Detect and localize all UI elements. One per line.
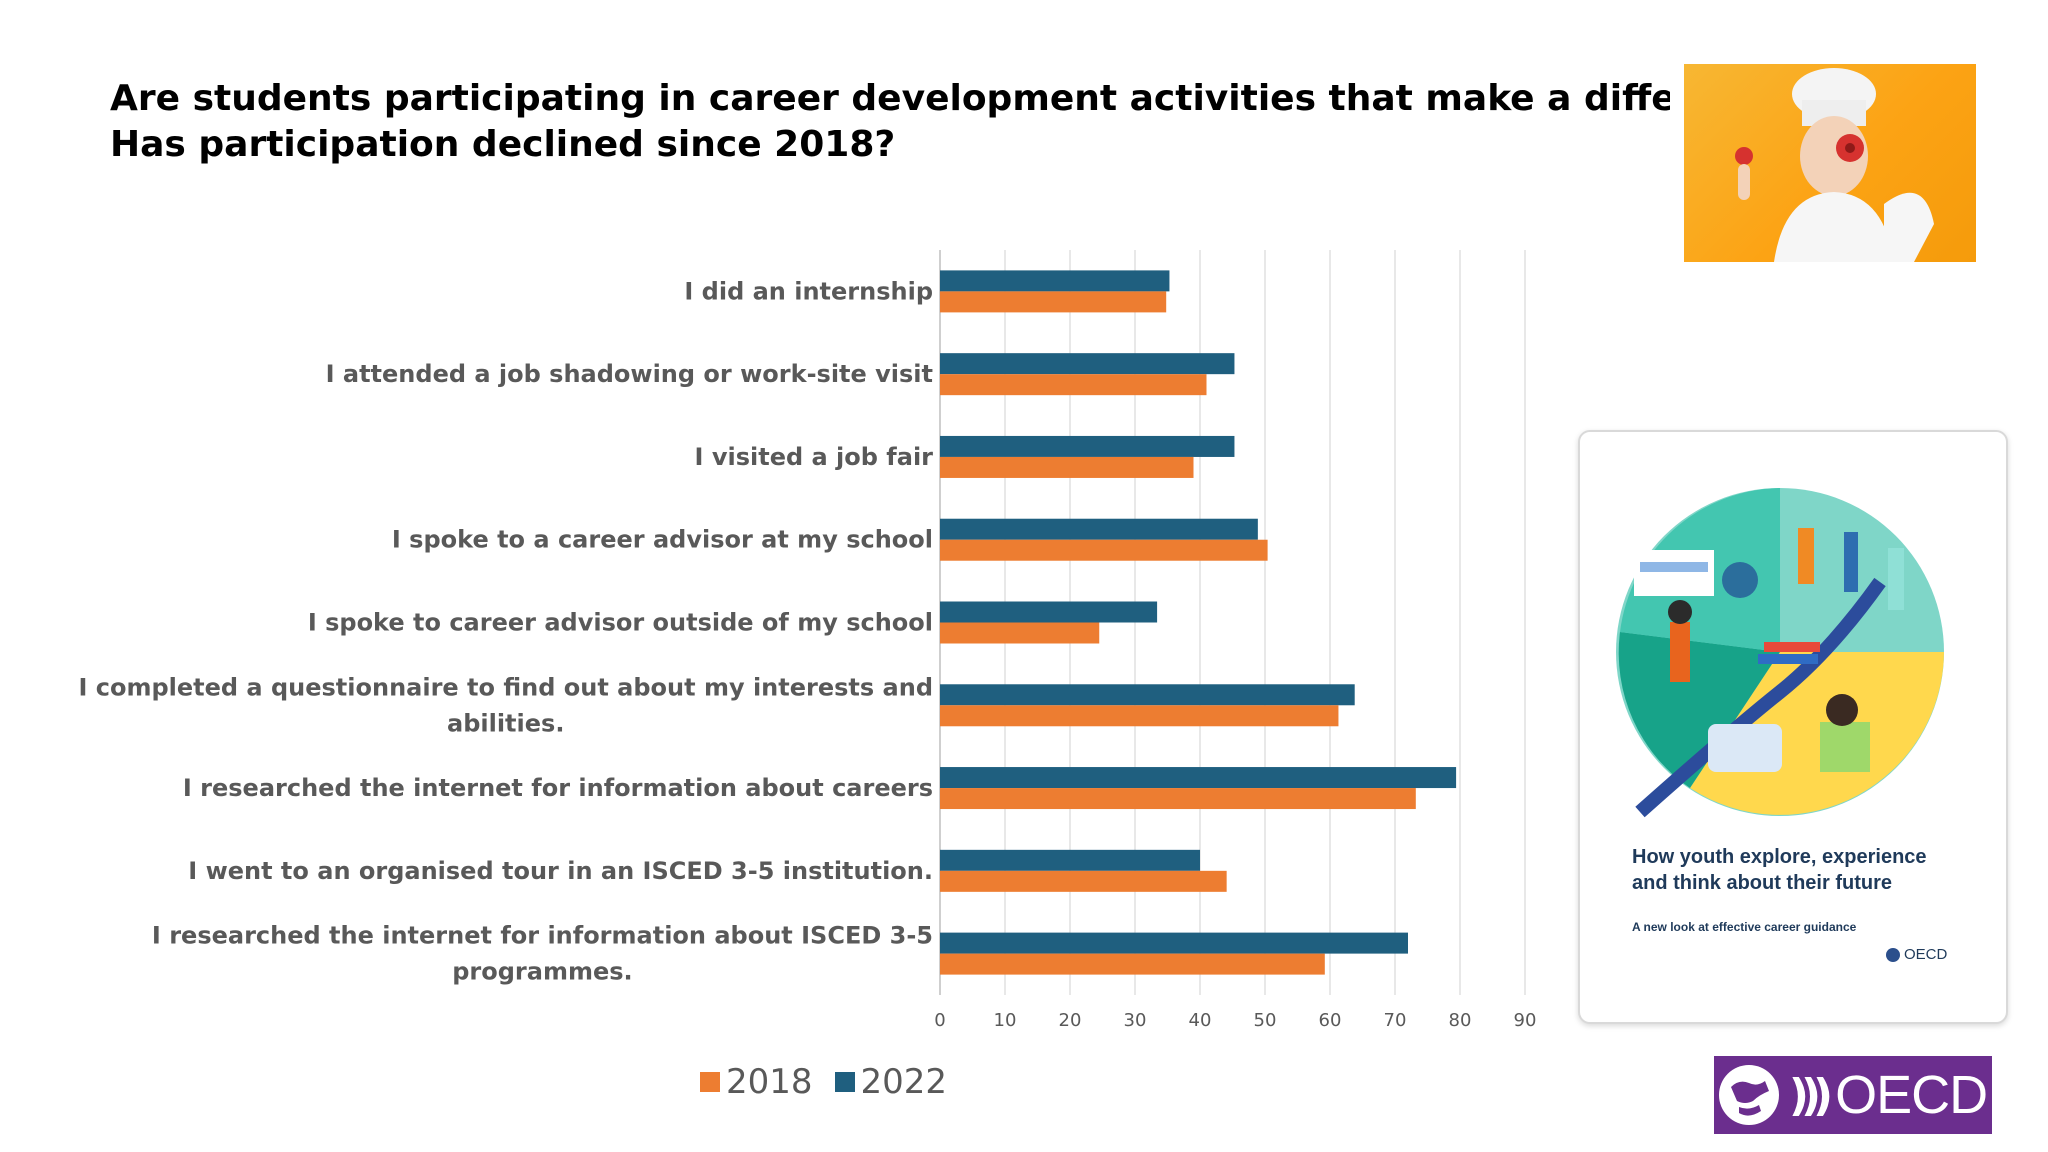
x-tick-label-10: 10: [994, 1010, 1017, 1031]
category-label-8-line-2: programmes.: [452, 958, 632, 986]
title-line-2: Has participation declined since 2018?: [110, 124, 896, 165]
title-line-1: Are students participating in career dev…: [110, 78, 1670, 119]
x-tick-label-60: 60: [1319, 1010, 1342, 1031]
bar-2022-7: [940, 849, 1200, 871]
legend-swatch-2022: [834, 1072, 855, 1092]
bar-2018-7: [940, 870, 1227, 892]
legend-label-2018: 2018: [726, 1062, 813, 1102]
category-label-3: I spoke to a career advisor at my school: [392, 526, 933, 554]
bar-2018-1: [940, 374, 1207, 396]
category-label-5-line-2: abilities.: [447, 709, 564, 737]
bar-2022-8: [940, 932, 1408, 954]
x-tick-label-40: 40: [1189, 1010, 1212, 1031]
cover-title-line-2: and think about their future: [1632, 872, 1892, 894]
page-title: Are students participating in career dev…: [110, 76, 1670, 168]
globe-icon: [1886, 947, 1900, 962]
x-tick-label-0: 0: [934, 1010, 945, 1031]
cover-subtitle: A new look at effective career guidance: [1632, 920, 1857, 934]
legend-item-2018: 2018: [700, 1062, 813, 1102]
x-tick-label-50: 50: [1254, 1010, 1277, 1031]
arcs-icon: ))): [1788, 1069, 1833, 1121]
bar-2018-8: [940, 953, 1325, 975]
bar-2022-5: [940, 684, 1355, 706]
chart-bars: [940, 270, 1457, 975]
cover-illustration: [1616, 488, 1944, 818]
oecd-logo: ))) OECD: [1714, 1056, 1992, 1134]
bar-2022-3: [940, 518, 1258, 540]
category-label-5-line-1: I completed a questionnaire to find out …: [78, 673, 933, 701]
chart-legend: 2018 2022: [700, 1060, 947, 1104]
legend-item-2022: 2022: [834, 1062, 948, 1102]
legend-swatch-2018: [700, 1072, 720, 1092]
x-tick-label-80: 80: [1449, 1010, 1472, 1031]
bar-2022-1: [940, 353, 1235, 375]
bar-2018-4: [940, 622, 1100, 644]
category-label-1: I attended a job shadowing or work-site …: [326, 360, 933, 388]
bar-2022-2: [940, 435, 1235, 457]
cover-title: How youth explore, experience and think …: [1632, 844, 1962, 896]
bar-2018-5: [940, 705, 1339, 727]
category-label-2: I visited a job fair: [695, 443, 934, 471]
globe-icon: [1718, 1065, 1779, 1125]
category-label-0: I did an internship: [684, 277, 933, 305]
bar-2018-0: [940, 291, 1167, 313]
category-label-6: I researched the internet for informatio…: [183, 774, 933, 802]
bar-2018-6: [940, 788, 1416, 810]
category-label-4: I spoke to career advisor outside of my …: [308, 609, 933, 637]
chef-photo: [1684, 64, 1976, 262]
chart-x-axis-ticks: 0 10 20 30 40 50 60 70 80 90: [934, 1010, 1536, 1031]
category-label-7: I went to an organised tour in an ISCED …: [188, 857, 933, 885]
oecd-logo-text: OECD: [1835, 1065, 1988, 1125]
cover-oecd-logo: OECD: [1886, 946, 1947, 963]
x-tick-label-70: 70: [1384, 1010, 1407, 1031]
bar-2022-6: [940, 767, 1457, 789]
category-label-8-line-1: I researched the internet for informatio…: [152, 922, 933, 950]
bar-2018-2: [940, 456, 1194, 478]
x-tick-label-20: 20: [1059, 1010, 1082, 1031]
x-tick-label-90: 90: [1514, 1010, 1537, 1031]
cover-logo-text: OECD: [1904, 946, 1948, 963]
bar-2022-0: [940, 270, 1170, 292]
bar-2022-4: [940, 601, 1158, 623]
cover-title-line-1: How youth explore, experience: [1632, 846, 1927, 868]
chart-category-labels: I did an internship I attended a job shad…: [78, 277, 933, 985]
x-tick-label-30: 30: [1124, 1010, 1147, 1031]
legend-label-2022: 2022: [860, 1062, 948, 1102]
bar-2018-3: [940, 539, 1268, 561]
report-cover: How youth explore, experience and think …: [1578, 430, 2008, 1024]
